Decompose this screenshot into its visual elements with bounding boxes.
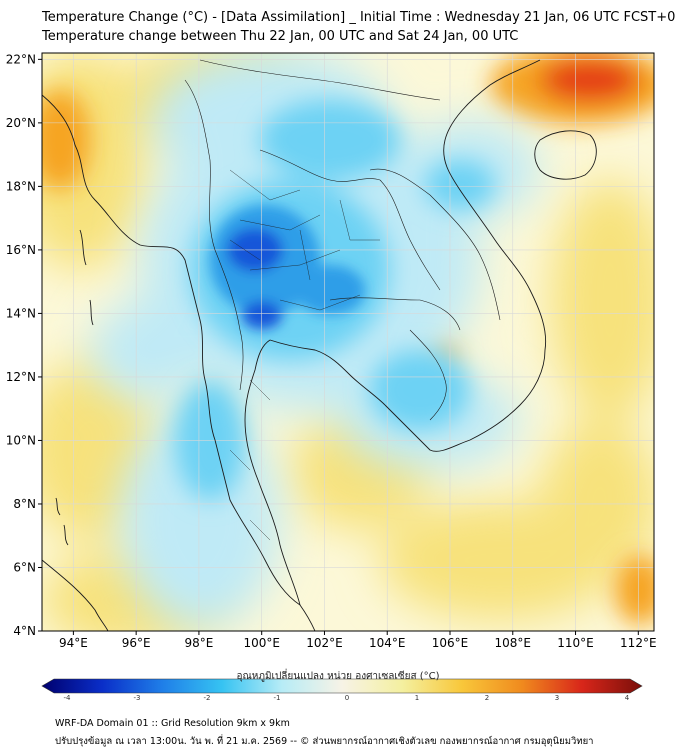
latitude-axis: 22°N 20°N 18°N 16°N 14°N 12°N 10°N 8°N 6°N 4°N bbox=[6, 52, 42, 638]
sumatra-coastline bbox=[42, 559, 109, 631]
mainland-coastline bbox=[42, 94, 316, 631]
temperature-field bbox=[42, 53, 654, 631]
lon-tick-label: 100°E bbox=[243, 636, 280, 650]
cyan-patch-north bbox=[260, 100, 400, 180]
model-info: WRF-DA Domain 01 :: Grid Resolution 9km … bbox=[55, 718, 290, 729]
lon-tick-label: 94°E bbox=[59, 636, 88, 650]
colorbar-tick-label: 4 bbox=[625, 694, 630, 702]
colorbar-tick-label: 3 bbox=[555, 694, 559, 702]
lon-tick-label: 98°E bbox=[184, 636, 213, 650]
vietnam-coastline bbox=[384, 59, 547, 452]
lat-tick-label: 18°N bbox=[6, 179, 36, 193]
lat-tick-label: 14°N bbox=[6, 306, 36, 320]
lon-tick-label: 108°E bbox=[495, 636, 532, 650]
country-borders bbox=[184, 59, 501, 541]
lon-tick-label: 110°E bbox=[557, 636, 594, 650]
cyan-patch-peninsula bbox=[175, 380, 245, 500]
plot-frame bbox=[41, 52, 655, 632]
cool-patch-andaman bbox=[90, 300, 210, 400]
lat-tick-label: 10°N bbox=[6, 433, 36, 447]
colorbar-bar bbox=[41, 678, 643, 694]
blue-patch-east-thailand bbox=[295, 265, 365, 315]
myanmar-thailand-border bbox=[184, 79, 244, 391]
lon-tick-label: 112°E bbox=[620, 636, 657, 650]
thai-province-lines bbox=[229, 169, 380, 541]
lon-tick-label: 106°E bbox=[432, 636, 469, 650]
longitude-axis: 94°E 96°E 98°E 100°E 102°E 104°E 106°E 108°E 110… bbox=[59, 631, 657, 650]
map-title-line1: Temperature Change (°C) - [Data Assimila… bbox=[42, 10, 676, 25]
thailand-cambodia-border bbox=[329, 297, 461, 331]
gulf-north-coastline bbox=[269, 339, 386, 406]
colorbar-tick-label: 1 bbox=[415, 694, 419, 702]
nicobar-islands bbox=[55, 497, 69, 546]
hainan-island bbox=[534, 130, 597, 180]
colorbar-ticks: -4 -3 -2 -1 0 1 2 3 4 bbox=[64, 694, 630, 702]
china-north-border bbox=[199, 59, 441, 101]
cambodia-vietnam-border bbox=[409, 329, 447, 421]
warm-patch-east-sea bbox=[550, 180, 654, 420]
coastlines bbox=[42, 59, 597, 631]
lat-tick-label: 22°N bbox=[6, 52, 36, 66]
gridlines bbox=[42, 53, 654, 631]
lat-tick-label: 8°N bbox=[13, 497, 36, 511]
warm-patch-far-east bbox=[540, 420, 654, 580]
thailand-laos-border bbox=[259, 149, 441, 291]
lat-tick-label: 12°N bbox=[6, 370, 36, 384]
hot-patch-corner bbox=[615, 555, 654, 625]
hot-core-south-china bbox=[540, 58, 640, 102]
andaman-islands bbox=[79, 229, 94, 326]
credit-line: ปรับปรุงข้อมูล ณ เวลา 13:00น. วัน พ. ที่… bbox=[55, 736, 594, 747]
colorbar-tick-label: -3 bbox=[134, 694, 141, 702]
colorbar-tick-label: -2 bbox=[204, 694, 211, 702]
lat-tick-label: 4°N bbox=[13, 624, 36, 638]
colorbar: -4 -3 -2 -1 0 1 2 3 4 bbox=[41, 678, 643, 702]
colorbar-tick-label: 2 bbox=[485, 694, 489, 702]
colorbar-tick-label: 0 bbox=[345, 694, 349, 702]
lon-tick-label: 104°E bbox=[369, 636, 406, 650]
deep-blue-core-2 bbox=[242, 301, 282, 329]
lon-tick-label: 96°E bbox=[122, 636, 151, 650]
lat-tick-label: 6°N bbox=[13, 560, 36, 574]
laos-vietnam-border bbox=[369, 168, 501, 321]
colorbar-label: อุณหภูมิเปลี่ยนแปลง หน่วย องศาเซลเซียส (… bbox=[236, 671, 440, 682]
hot-anomaly-layer bbox=[42, 53, 654, 625]
gulf-west-coastline bbox=[244, 339, 301, 606]
lat-tick-label: 20°N bbox=[6, 116, 36, 130]
colorbar-tick-label: -1 bbox=[274, 694, 281, 702]
hot-patch-west bbox=[42, 90, 90, 190]
lat-tick-label: 16°N bbox=[6, 243, 36, 257]
colorbar-tick-label: -4 bbox=[64, 694, 72, 702]
map-title-line2: Temperature change between Thu 22 Jan, 0… bbox=[42, 29, 519, 44]
lon-tick-label: 102°E bbox=[306, 636, 343, 650]
cyan-patch-cambodia bbox=[370, 350, 470, 430]
cyan-patch-laos bbox=[425, 160, 495, 210]
